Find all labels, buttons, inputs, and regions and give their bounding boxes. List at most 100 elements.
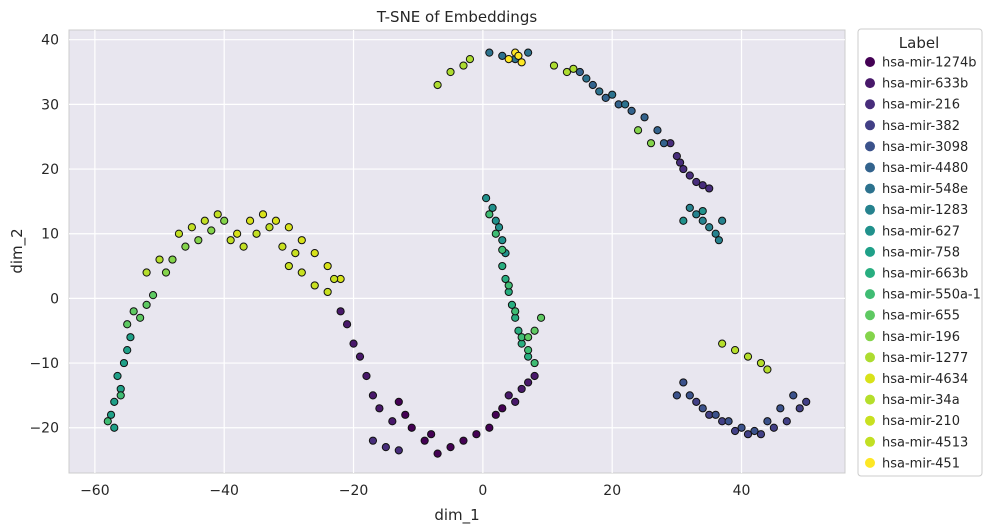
data-point [601, 93, 610, 103]
data-point [582, 74, 591, 83]
data-point [284, 223, 293, 232]
x-tick-label: 40 [733, 483, 751, 499]
data-point [698, 181, 707, 190]
data-point [113, 371, 122, 381]
y-tick-label: 0 [50, 291, 59, 307]
data-point [401, 410, 410, 419]
data-point [323, 261, 332, 271]
data-point [633, 126, 643, 135]
data-point [504, 391, 513, 400]
data-point [730, 346, 740, 355]
data-point [698, 206, 707, 216]
data-point [685, 203, 694, 212]
data-point [388, 417, 397, 426]
legend-label: hsa-mir-4634 [882, 372, 968, 387]
data-point [407, 423, 416, 432]
data-point [494, 223, 504, 232]
scatter-points [103, 48, 811, 458]
data-point [530, 371, 539, 381]
data-point [776, 404, 785, 413]
y-tick-label: −20 [29, 421, 59, 437]
legend-marker [865, 246, 875, 257]
legend-label: hsa-mir-210 [882, 414, 960, 429]
legend-label: hsa-mir-4480 [882, 161, 968, 176]
data-point [362, 371, 371, 381]
data-point [730, 426, 740, 436]
data-point [763, 365, 772, 374]
data-point [142, 268, 151, 277]
data-point [795, 404, 804, 413]
data-point [110, 397, 119, 406]
data-point [239, 242, 248, 251]
data-point [187, 223, 196, 232]
legend-marker [865, 436, 875, 447]
legend-label: hsa-mir-4513 [882, 435, 968, 450]
data-point [136, 313, 145, 322]
data-point [330, 274, 339, 284]
data-point [517, 58, 526, 67]
legend-marker [865, 289, 875, 300]
data-point [106, 410, 116, 419]
legend-title: Label [899, 34, 939, 52]
data-point [368, 391, 378, 400]
data-point [194, 236, 203, 245]
y-tick-label: 20 [41, 162, 59, 178]
data-point [524, 346, 533, 355]
legend-label: hsa-mir-1277 [882, 351, 968, 366]
legend-items: hsa-mir-1274b hsa-mir-633b hsa-mir-216 hsa-… [865, 56, 981, 471]
data-point [705, 223, 714, 232]
legend-label: hsa-mir-3098 [882, 140, 968, 155]
x-tick-label: −60 [80, 483, 110, 499]
data-point [718, 216, 727, 225]
data-point [291, 249, 300, 258]
data-point [692, 177, 701, 187]
data-point [524, 333, 533, 342]
data-point [536, 313, 546, 322]
data-point [588, 80, 597, 90]
data-point [226, 236, 235, 245]
legend-marker [865, 373, 875, 384]
data-point [394, 397, 403, 406]
data-point [705, 184, 714, 193]
legend-marker [865, 120, 875, 131]
y-axis-title: dim_2 [8, 228, 27, 273]
x-tick-label: 20 [603, 483, 621, 499]
data-point [491, 229, 500, 238]
data-point [498, 245, 507, 254]
data-point [381, 443, 390, 452]
data-point [394, 446, 403, 455]
data-point [769, 423, 778, 432]
data-point [103, 417, 112, 426]
y-tick-labels: −20 −10 0 10 20 30 40 [29, 33, 59, 437]
data-point [323, 287, 332, 297]
x-axis-title: dim_1 [434, 506, 479, 525]
data-point [491, 216, 500, 225]
data-point [123, 346, 132, 355]
legend-marker [865, 141, 875, 152]
data-point [743, 430, 753, 439]
data-point [446, 67, 455, 77]
legend-box [857, 28, 983, 477]
legend-marker [865, 268, 875, 278]
data-point [737, 423, 746, 432]
data-point [498, 404, 507, 413]
data-point [501, 274, 510, 284]
data-point [511, 307, 520, 316]
data-point [355, 352, 365, 361]
data-point [278, 242, 287, 251]
legend-label: hsa-mir-550a-1 [882, 288, 981, 303]
legend-label: hsa-mir-627 [882, 224, 960, 239]
data-point [220, 216, 229, 225]
legend-label: hsa-mir-758 [882, 245, 960, 260]
plot-area [68, 29, 846, 474]
data-point [498, 236, 507, 245]
data-point [756, 430, 766, 439]
data-point [621, 100, 630, 109]
data-point [336, 307, 345, 316]
data-point [126, 333, 135, 342]
x-tick-label: −40 [209, 483, 239, 499]
data-point [342, 320, 352, 329]
data-point [698, 404, 707, 413]
chart-title: T-SNE of Embeddings [376, 8, 537, 26]
data-point [297, 236, 306, 245]
